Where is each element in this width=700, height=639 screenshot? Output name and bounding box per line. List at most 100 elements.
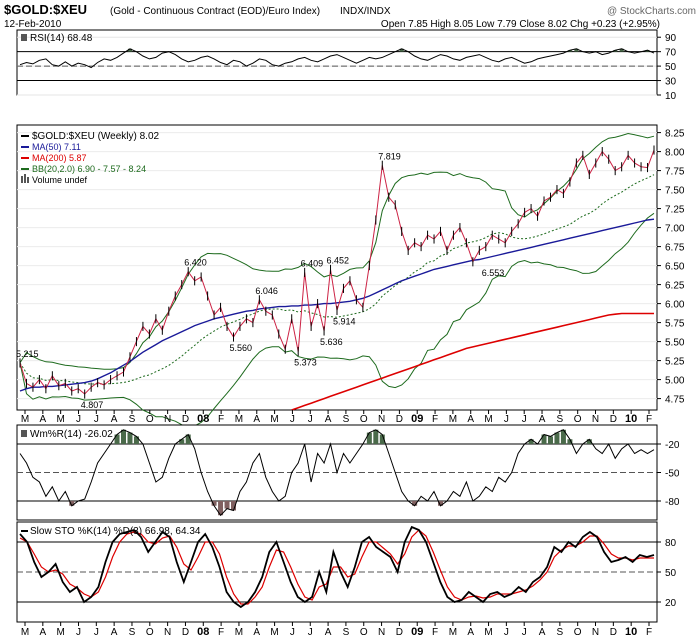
- willr-oversold-fill: [230, 501, 236, 511]
- x-axis-label: M: [449, 627, 457, 638]
- x-axis-label: 08: [197, 413, 209, 425]
- price-tick-label: 6.25: [665, 281, 685, 292]
- willr-overbought-fill: [179, 439, 185, 444]
- x-axis-label: A: [111, 627, 118, 638]
- x-axis-label: D: [396, 627, 403, 638]
- x-axis-label: M: [56, 414, 64, 425]
- rsi-overbought-fill: [567, 50, 572, 52]
- rsi-overbought-fill: [574, 48, 579, 52]
- willr-tick-label: -80: [665, 497, 680, 508]
- x-axis-label: A: [39, 414, 46, 425]
- willr-oversold-fill: [438, 501, 444, 506]
- price-annotation: 5.636: [320, 337, 343, 347]
- x-axis-label: N: [164, 627, 171, 638]
- stoch-tick-label: 20: [665, 598, 677, 609]
- x-axis-label: O: [146, 627, 154, 638]
- x-axis-label: D: [610, 627, 617, 638]
- price-legend: $GOLD:$XEU (Weekly) 8.02 MA(50) 7.11 MA(…: [21, 131, 160, 185]
- rsi-legend: RSI(14) 68.48: [30, 33, 93, 44]
- x-axis-label: A: [253, 414, 260, 425]
- price-annotation: 6.452: [327, 255, 350, 265]
- price-panel: 8.25 8.00 7.75 7.50 7.25 7.00 6.75 6.50 6.25 6.00…: [16, 124, 685, 428]
- price-tick-label: 5.00: [665, 376, 685, 387]
- willr-tick-label: -50: [665, 469, 680, 480]
- x-axis-label: F: [432, 627, 438, 638]
- x-axis-label: F: [646, 414, 652, 425]
- willr-panel: -20 -50 -80 Wm%R(14) -26.02: [16, 424, 680, 521]
- price-annotation: 7.819: [378, 151, 401, 161]
- rsi-panel: 90 70 50 30 10 RSI(14) 68.48: [16, 29, 677, 102]
- price-annotation: 5.560: [229, 343, 252, 353]
- legend-price: $GOLD:$XEU (Weekly) 8.02: [32, 131, 160, 142]
- quote-line: Open 7.85 High 8.05 Low 7.79 Close 8.02 …: [381, 19, 660, 30]
- x-axis-label: N: [592, 627, 599, 638]
- x-axis-label: 08: [197, 626, 209, 638]
- price-tick-label: 7.50: [665, 186, 685, 197]
- rsi-tick-label: 50: [665, 62, 677, 73]
- x-axis-label: M: [235, 627, 243, 638]
- rsi-line: [19, 48, 655, 69]
- x-axis-label: O: [146, 414, 154, 425]
- willr-overbought-fill: [366, 432, 372, 444]
- x-axis-top: M A M J J A S O N D 08 F M A M J J A S O N D 09 F M A M J J A S O N D 10 F: [21, 410, 652, 425]
- x-axis-label: S: [343, 414, 350, 425]
- x-axis-label: S: [557, 627, 564, 638]
- x-axis-label: F: [646, 627, 652, 638]
- stoch-legend: Slow STO %K(14) %D(3) 66.98, 64.34: [30, 526, 201, 537]
- stoch-tick-label: 80: [665, 538, 677, 549]
- x-axis-label: M: [449, 414, 457, 425]
- x-axis-label: A: [111, 414, 118, 425]
- chart-date: 12-Feb-2010: [4, 19, 62, 30]
- rsi-overbought-fill: [613, 50, 618, 52]
- bb-lower-band: [19, 212, 655, 428]
- rsi-overbought-fill: [127, 48, 132, 52]
- x-axis-label: J: [308, 627, 313, 638]
- x-axis-label: N: [164, 414, 171, 425]
- x-axis-label: A: [539, 627, 546, 638]
- willr-legend: Wm%R(14) -26.02: [30, 429, 113, 440]
- x-axis-label: N: [592, 414, 599, 425]
- x-axis-label: A: [325, 627, 332, 638]
- chart-symbol: $GOLD:$XEU: [4, 2, 87, 17]
- rsi-tick-label: 70: [665, 48, 677, 59]
- price-tick-label: 8.00: [665, 148, 685, 159]
- price-annotation: 6.553: [482, 268, 505, 278]
- willr-overbought-fill: [567, 439, 573, 444]
- bb-middle-band: [19, 174, 655, 385]
- x-axis-label: 09: [411, 413, 423, 425]
- rsi-tick-label: 10: [665, 91, 677, 102]
- x-axis-label: J: [94, 627, 99, 638]
- x-axis-label: M: [56, 627, 64, 638]
- x-axis-label: J: [504, 627, 509, 638]
- price-annotation: 5.914: [333, 316, 356, 326]
- x-axis-label: J: [290, 627, 295, 638]
- price-tick-label: 7.00: [665, 224, 685, 235]
- price-annotation: 4.807: [81, 400, 104, 410]
- x-axis-label: M: [484, 414, 492, 425]
- x-axis-label: J: [522, 414, 527, 425]
- x-axis-label: A: [39, 627, 46, 638]
- x-axis-label: O: [574, 414, 582, 425]
- x-axis-label: N: [378, 627, 385, 638]
- price-annotation: 6.420: [184, 258, 207, 268]
- watermark: @ StockCharts.com: [607, 6, 696, 17]
- x-axis-label: F: [432, 414, 438, 425]
- willr-legend-swatch: [21, 430, 27, 437]
- x-axis-label: J: [76, 627, 81, 638]
- x-axis-label: M: [21, 414, 29, 425]
- price-tick-label: 5.50: [665, 338, 685, 349]
- price-tick-label: 7.25: [665, 205, 685, 216]
- willr-overbought-fill: [114, 434, 120, 444]
- price-tick-label: 6.00: [665, 300, 685, 311]
- legend-bb: BB(20,2.0) 6.90 - 7.57 - 8.24: [32, 164, 146, 174]
- willr-overbought-fill: [528, 439, 534, 444]
- willr-overbought-fill: [133, 436, 139, 444]
- legend-volume: Volume undef: [32, 175, 88, 185]
- stoch-k-line: [19, 525, 655, 609]
- x-axis-label: S: [129, 414, 136, 425]
- rsi-overbought-fill: [399, 48, 404, 52]
- willr-oversold-fill: [224, 501, 230, 509]
- willr-oversold-fill: [218, 501, 224, 516]
- willr-line: [19, 429, 655, 517]
